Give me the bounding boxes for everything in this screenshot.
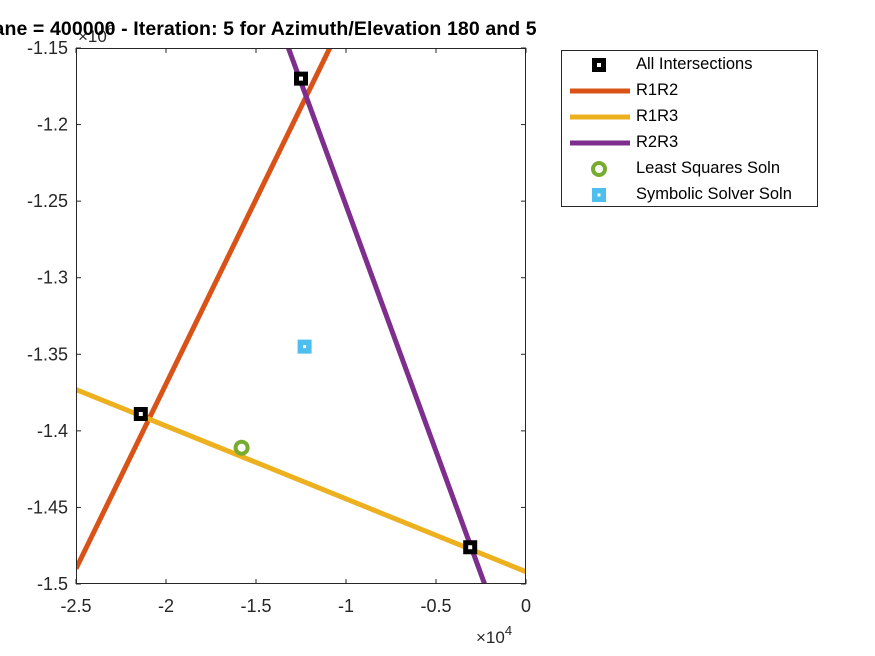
r1r3-line-icon (568, 104, 632, 130)
x-exponent-label: ×104 (476, 623, 512, 647)
y-tick-label: -1.5 (37, 574, 68, 594)
legend-item-symbolic-solver[interactable]: Symbolic Solver Soln (562, 182, 817, 208)
cyan-square-marker-icon (568, 182, 632, 208)
legend-label: R1R2 (636, 81, 678, 100)
intersection-marker-center (139, 412, 143, 416)
x-tick-label: -2.5 (60, 596, 91, 616)
legend-label: Symbolic Solver Soln (636, 185, 792, 204)
r2r3-line-icon (568, 130, 632, 156)
y-tick-label: -1.2 (37, 115, 68, 135)
x-tick-label: -2 (158, 596, 174, 616)
y-tick-label: -1.25 (27, 191, 68, 211)
y-tick-label: -1.4 (37, 421, 68, 441)
x-tick-label: -0.5 (420, 596, 451, 616)
y-tick-label: -1.35 (27, 344, 68, 364)
black-square-marker-icon (568, 52, 632, 78)
x-tick-label: 0 (521, 596, 531, 616)
y-tick-label: -1.15 (27, 38, 68, 58)
symbolic-solver-marker-center (303, 345, 306, 348)
legend-label: Least Squares Soln (636, 159, 780, 178)
legend-item-r2r3[interactable]: R2R3 (562, 130, 817, 156)
exponent-base: ×10 (476, 628, 505, 647)
legend-label: R1R3 (636, 107, 678, 126)
y-tick-label: -1.45 (27, 497, 68, 517)
legend[interactable]: All Intersections R1R2 R1R3 R2R3 Least S… (561, 50, 818, 207)
intersection-marker-center (299, 77, 303, 81)
legend-item-least-squares[interactable]: Least Squares Soln (562, 156, 817, 182)
chart-title: lane = 400000 - Iteration: 5 for Azimuth… (0, 18, 537, 41)
legend-label: R2R3 (636, 133, 678, 152)
intersection-marker-center (468, 545, 472, 549)
green-circle-marker-icon (568, 156, 632, 182)
x-tick-label: -1.5 (240, 596, 271, 616)
legend-item-r1r2[interactable]: R1R2 (562, 78, 817, 104)
r1r2-line-icon (568, 78, 632, 104)
least-squares-marker (236, 442, 248, 454)
x-tick-label: -1 (338, 596, 354, 616)
y-tick-label: -1.3 (37, 268, 68, 288)
legend-item-r1r3[interactable]: R1R3 (562, 104, 817, 130)
legend-label: All Intersections (636, 55, 752, 74)
axes-background (76, 48, 526, 584)
legend-item-all-intersections[interactable]: All Intersections (562, 52, 817, 78)
exponent-power: 4 (505, 623, 512, 638)
